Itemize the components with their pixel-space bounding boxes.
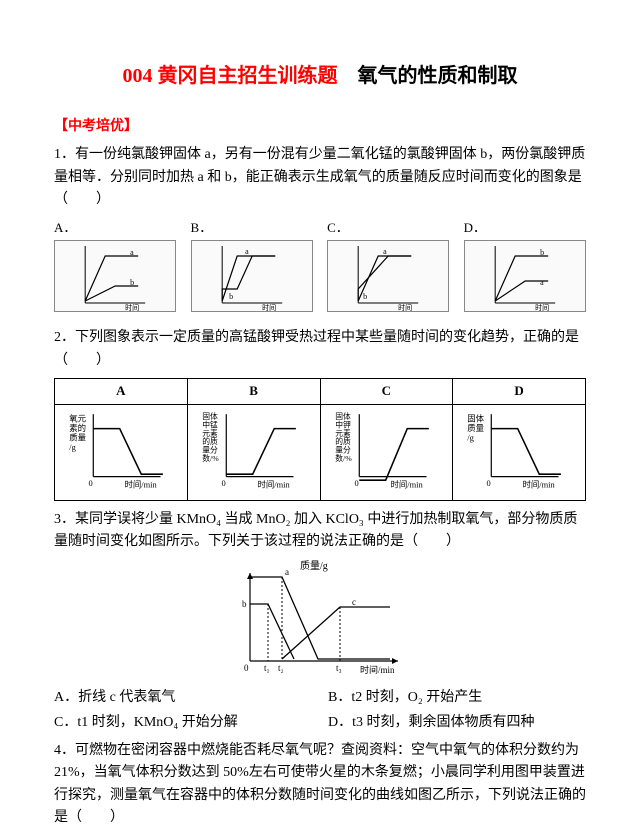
q3-text: 3．某同学误将少量 KMnO₄ 当成 MnO₂ 加入 KClO₃ 中进行加热制取… <box>54 509 586 554</box>
q2-h-C: C <box>320 378 453 404</box>
page-title: 004 黄冈自主招生训练题 氧气的性质和制取 <box>54 60 586 92</box>
q2-text: 2．下列图象表示一定质量的高锰酸钾受热过程中某些量随时间的变化趋势，正确的是（ … <box>54 327 586 372</box>
svg-text:t₁: t₁ <box>264 663 270 673</box>
q3-opt-A: A．折线 c 代表氧气 <box>54 687 312 709</box>
q2-h-B: B <box>187 378 320 404</box>
svg-text:0: 0 <box>354 479 358 488</box>
svg-text:b: b <box>242 599 247 609</box>
svg-text:固体中锰元素的质量分数/%: 固体中锰元素的质量分数/% <box>202 411 219 463</box>
svg-text:时间: 时间 <box>535 303 549 312</box>
q4-text: 4．可燃物在密闭容器中燃烧能否耗尽氧气呢？查阅资料：空气中氧气的体积分数约为 2… <box>54 740 586 830</box>
svg-text:固体质量/g: 固体质量/g <box>468 413 485 442</box>
q2-cell-B: 固体中锰元素的质量分数/% 0 时间/min <box>187 404 320 500</box>
svg-text:b: b <box>540 248 544 257</box>
svg-text:时间/min: 时间/min <box>257 479 290 489</box>
q2-cell-A: 氧元素的质量/g 0 时间/min <box>55 404 188 500</box>
q2-graph-D: 固体质量/g 0 时间/min <box>455 407 583 491</box>
q1-opt-B: B． a b 时间 <box>191 218 313 320</box>
svg-text:0: 0 <box>487 479 491 488</box>
svg-text:a: a <box>285 567 289 577</box>
q1-label-A: A． <box>54 218 176 239</box>
q1-label-B: B． <box>191 218 313 239</box>
q1-graph-B: a b 时间 <box>191 240 313 312</box>
q3-options: A．折线 c 代表氧气 B．t2 时刻，O₂ 开始产生 C．t1 时刻，KMnO… <box>54 687 586 734</box>
q2-table: A B C D 氧元素的质量/g 0 时间/min 固体中锰元素的质量分数/% 0… <box>54 378 586 501</box>
svg-text:b: b <box>363 292 367 301</box>
q1-label-C: C． <box>327 218 449 239</box>
svg-text:0: 0 <box>244 663 249 673</box>
svg-text:时间/min: 时间/min <box>390 479 423 489</box>
svg-text:t₃: t₃ <box>336 663 342 673</box>
svg-text:a: a <box>383 247 387 256</box>
q2-cell-C: 固体中钾元素的质量分数/% 0 时间/min <box>320 404 453 500</box>
svg-text:t₂: t₂ <box>278 663 284 673</box>
q2-h-A: A <box>55 378 188 404</box>
q1-opt-D: D． b a 时间 <box>464 218 586 320</box>
section-header: 【中考培优】 <box>54 116 586 138</box>
title-black: 氧气的性质和制取 <box>338 65 518 87</box>
svg-text:b: b <box>130 278 134 287</box>
svg-text:时间: 时间 <box>125 303 139 312</box>
q3-graph: 质量/g a b c 0 t₁ t₂ t₃ 时间/min <box>220 559 420 679</box>
q2-graph-A: 氧元素的质量/g 0 时间/min <box>57 407 185 491</box>
q3-opt-B: B．t2 时刻，O₂ 开始产生 <box>328 687 586 709</box>
svg-text:时间: 时间 <box>262 303 276 312</box>
q2-cell-D: 固体质量/g 0 时间/min <box>453 404 586 500</box>
svg-text:c: c <box>352 597 356 607</box>
q1-opt-A: A． a b 时间 <box>54 218 176 320</box>
svg-text:时间/min: 时间/min <box>360 664 395 675</box>
q1-graph-A: a b 时间 <box>54 240 176 312</box>
title-red: 004 黄冈自主招生训练题 <box>123 65 338 87</box>
q1-label-D: D． <box>464 218 586 239</box>
q1-options: A． a b 时间 B． a b 时间 C． a b 时间 D． <box>54 218 586 320</box>
svg-text:氧元素的质量/g: 氧元素的质量/g <box>69 413 86 452</box>
q1-text: 1．有一份纯氯酸钾固体 a，另有一份混有少量二氧化锰的氯酸钾固体 b，两份氯酸钾… <box>54 144 586 211</box>
svg-text:固体中钾元素的质量分数/%: 固体中钾元素的质量分数/% <box>335 411 352 463</box>
q2-h-D: D <box>453 378 586 404</box>
svg-text:a: a <box>540 278 544 287</box>
q3-opt-C: C．t1 时刻，KMnO₄ 开始分解 <box>54 712 312 734</box>
svg-text:质量/g: 质量/g <box>300 560 328 572</box>
svg-text:b: b <box>229 292 233 301</box>
svg-text:时间/min: 时间/min <box>124 479 157 489</box>
q2-graph-C: 固体中钾元素的质量分数/% 0 时间/min <box>323 407 451 491</box>
q1-graph-C: a b 时间 <box>327 240 449 312</box>
q1-graph-D: b a 时间 <box>464 240 586 312</box>
svg-text:a: a <box>130 248 134 257</box>
svg-text:0: 0 <box>88 479 92 488</box>
q3-opt-D: D．t3 时刻，剩余固体物质有四种 <box>328 712 586 734</box>
svg-text:时间: 时间 <box>398 303 412 312</box>
q1-opt-C: C． a b 时间 <box>327 218 449 320</box>
svg-text:a: a <box>245 247 249 256</box>
svg-text:0: 0 <box>221 479 225 488</box>
svg-text:时间/min: 时间/min <box>523 479 556 489</box>
q2-graph-B: 固体中锰元素的质量分数/% 0 时间/min <box>190 407 318 491</box>
